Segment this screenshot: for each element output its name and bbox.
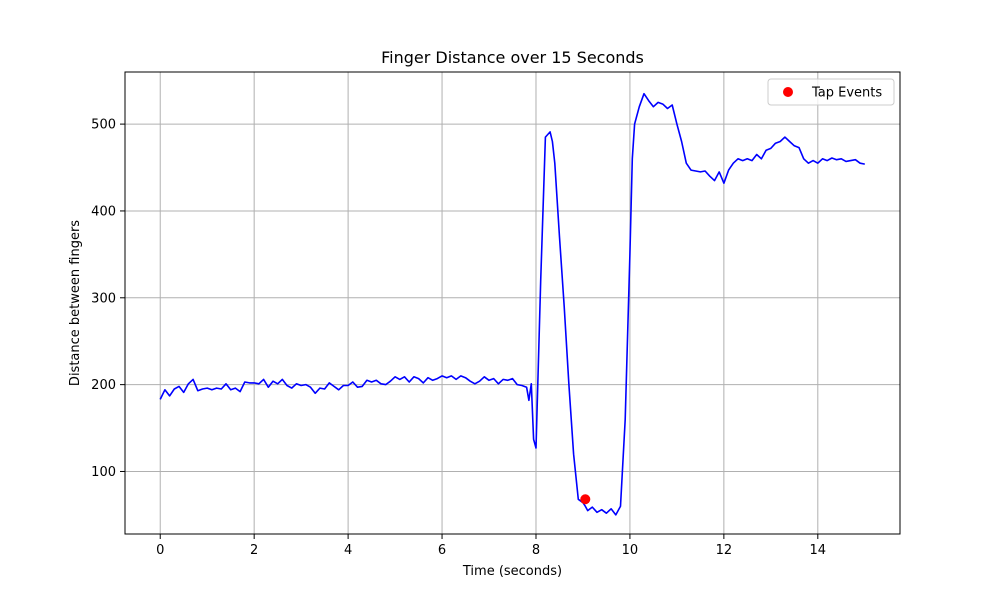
chart-title: Finger Distance over 15 Seconds [381, 48, 644, 67]
x-axis-ticks: 0 2 4 6 8 10 12 14 [156, 534, 826, 558]
y-tick-label: 200 [91, 378, 116, 393]
grid [125, 72, 900, 534]
legend: Tap Events [767, 78, 895, 106]
y-tick-label: 100 [91, 465, 116, 480]
x-tick-label: 8 [532, 543, 540, 558]
plot-frame [124, 71, 901, 535]
x-tick-label: 6 [438, 543, 446, 558]
x-tick-label: 4 [344, 543, 352, 558]
tap-event-point [580, 494, 591, 505]
distance-series-line [159, 92, 865, 516]
y-tick-label: 400 [91, 204, 116, 219]
x-tick-label: 14 [810, 543, 827, 558]
x-tick-label: 0 [156, 543, 164, 558]
x-tick-label: 2 [250, 543, 258, 558]
y-axis-label: Distance between fingers [68, 220, 83, 386]
legend-label-tap-events: Tap Events [811, 86, 882, 101]
y-tick-label: 300 [91, 291, 116, 306]
y-axis-ticks: 100 200 300 400 500 [91, 118, 125, 480]
tap-events-layer [580, 494, 591, 505]
series-layer [159, 92, 865, 516]
x-axis-label: Time (seconds) [462, 564, 562, 579]
x-tick-label: 12 [716, 543, 733, 558]
legend-marker-tap-events [783, 87, 793, 97]
y-tick-label: 500 [91, 118, 116, 133]
x-tick-label: 10 [622, 543, 639, 558]
legend-box [767, 78, 895, 106]
